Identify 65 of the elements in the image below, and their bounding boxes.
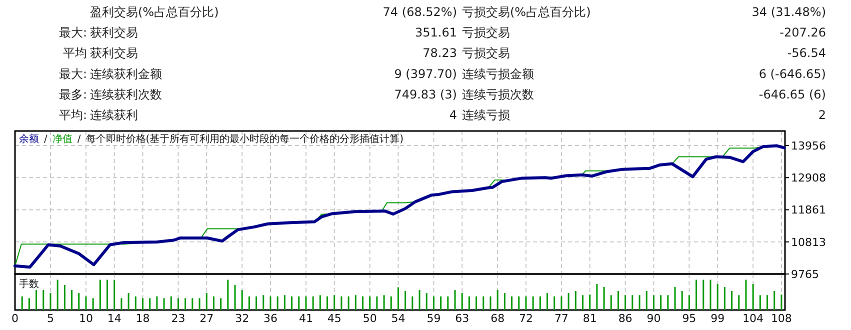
- x-tick-label: 86: [618, 312, 632, 325]
- x-tick-label: 18: [136, 312, 150, 325]
- text: 连续获利金额: [90, 66, 162, 81]
- x-tick-label: 59: [426, 312, 441, 325]
- x-tick-label: 50: [362, 312, 377, 325]
- text: 余额: [19, 133, 39, 145]
- x-tick-label: 23: [171, 312, 186, 325]
- x-tick-label: 108: [770, 312, 792, 325]
- text: 78.23: [422, 46, 457, 60]
- text: 平均:: [58, 108, 87, 122]
- x-tick-label: 32: [235, 312, 250, 325]
- text: 连续亏损: [462, 108, 510, 122]
- text: 9 (397.70): [394, 66, 457, 81]
- text: 最大:: [58, 26, 87, 40]
- x-tick-label: 45: [327, 312, 342, 325]
- x-tick-label: 10: [78, 312, 93, 325]
- y-tick-label: 13956: [791, 140, 826, 153]
- text: 净值: [52, 133, 72, 145]
- text: -56.54: [787, 46, 826, 60]
- text: 4: [449, 108, 457, 122]
- text: -646.65 (6): [758, 87, 826, 102]
- text: 盈利交易(%占总百分比): [90, 5, 219, 19]
- text: /: [77, 134, 81, 145]
- text: 351.61: [415, 26, 457, 40]
- x-tick-label: 72: [518, 312, 533, 325]
- x-tick-label: 5: [46, 312, 54, 325]
- x-tick-label: 0: [12, 312, 18, 325]
- x-tick-label: 68: [490, 312, 505, 325]
- text: 34 (31.48%): [752, 5, 826, 19]
- text: -207.26: [780, 26, 826, 40]
- text: 亏损交易: [462, 26, 510, 40]
- x-tick-label: 14: [107, 312, 122, 325]
- y-tick-label: 10813: [791, 236, 826, 249]
- text: 连续亏损金额: [462, 66, 534, 81]
- x-tick-label: 104: [742, 312, 764, 325]
- x-tick-label: 99: [710, 312, 725, 325]
- x-tick-label: 54: [391, 312, 406, 325]
- text: 亏损交易: [462, 46, 510, 60]
- annotation: /: [44, 134, 48, 145]
- x-tick-label: 90: [646, 312, 661, 325]
- x-tick-label: 36: [263, 312, 278, 325]
- text: 亏损交易(%占总百分比): [462, 5, 591, 19]
- text: 2: [818, 108, 826, 122]
- x-tick-label: 27: [200, 312, 214, 325]
- text: 连续亏损次数: [462, 87, 534, 102]
- chart-subtitle: 每个即时价格(基于所有可利用的最小时段的每一个价格的分形插值计算): [86, 133, 404, 145]
- chart-title: 手数: [19, 278, 39, 290]
- text: 74 (68.52%): [382, 5, 457, 19]
- text: 749.83 (3): [394, 87, 457, 102]
- x-tick-label: 41: [298, 312, 313, 325]
- x-tick-label: 63: [455, 312, 470, 325]
- x-tick-label: 95: [682, 312, 696, 325]
- text: 最多:: [58, 87, 87, 102]
- text: 连续获利: [90, 108, 138, 122]
- y-tick-label: 9765: [791, 268, 819, 281]
- y-tick-label: 11861: [791, 204, 826, 217]
- y-tick-label: 12908: [791, 172, 826, 185]
- x-tick-label: 77: [554, 312, 568, 325]
- text: 平均: [63, 46, 87, 60]
- text: 获利交易: [90, 26, 138, 40]
- text: 获利交易: [90, 46, 138, 60]
- text: 最大:: [58, 66, 87, 81]
- x-tick-label: 81: [582, 312, 597, 325]
- text: 6 (-646.65): [758, 66, 826, 81]
- text: 连续获利次数: [90, 87, 162, 102]
